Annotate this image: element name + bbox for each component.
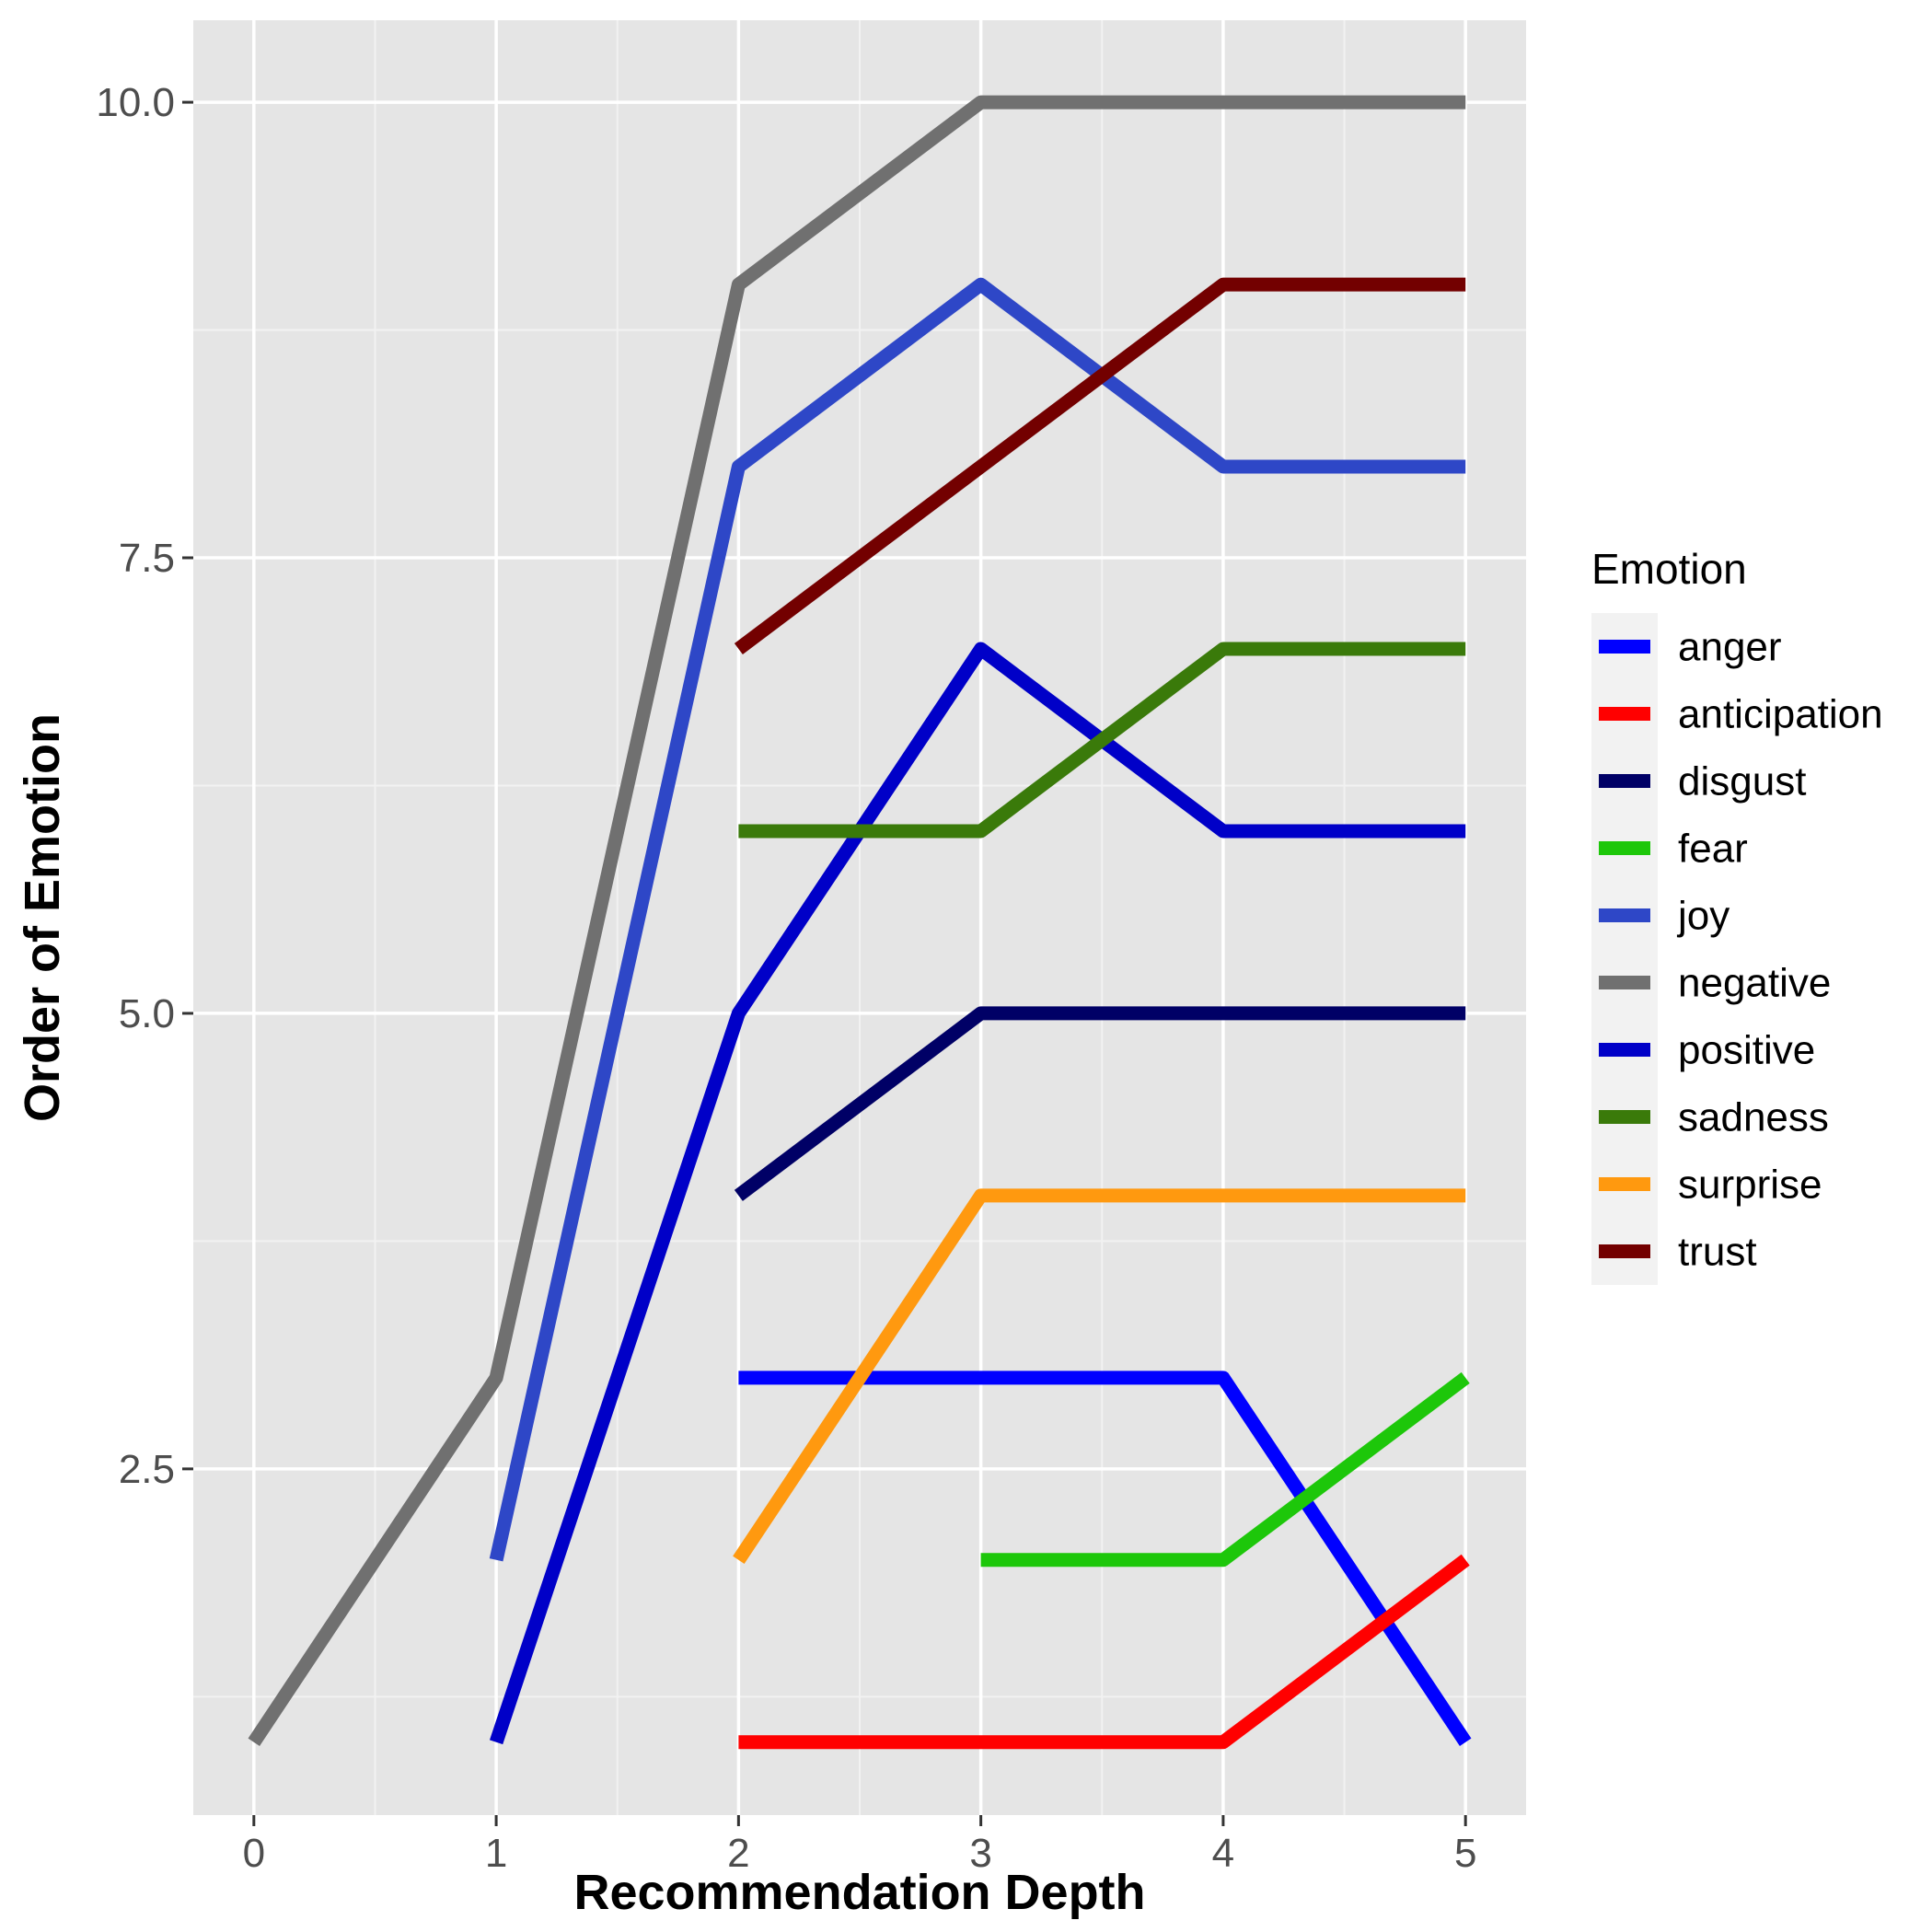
legend-label-anger: anger: [1678, 625, 1782, 670]
legend-label-negative: negative: [1678, 961, 1831, 1006]
legend-label-joy: joy: [1676, 894, 1730, 939]
series-line-trust: [734, 277, 1466, 654]
legend-key-background: [1591, 613, 1658, 1285]
series-line-joy: [489, 277, 1466, 1562]
y-axis: 2.5 5.0 7.5 10.0: [96, 80, 193, 1492]
x-tick-label: 0: [243, 1831, 265, 1876]
x-tick-label: 1: [485, 1831, 507, 1876]
y-tick-label: 7.5: [119, 536, 175, 581]
legend-title: Emotion: [1591, 545, 1747, 593]
legend-label-sadness: sadness: [1678, 1095, 1829, 1140]
minor-gridlines: [193, 20, 1526, 1815]
x-tick-label: 5: [1454, 1831, 1476, 1876]
x-tick-label: 4: [1212, 1831, 1234, 1876]
series-line-sadness: [738, 642, 1466, 839]
series-line-disgust: [734, 1006, 1466, 1201]
x-axis: 0 1 2 3 4 5: [243, 1815, 1476, 1876]
legend-label-surprise: surprise: [1678, 1163, 1822, 1208]
series-line-negative: [248, 95, 1466, 1746]
series-line-fear: [980, 1371, 1470, 1568]
y-axis-title: Order of Emotion: [15, 713, 70, 1122]
y-tick-label: 2.5: [119, 1447, 175, 1492]
series-line-anticipation: [738, 1554, 1470, 1750]
legend-label-trust: trust: [1678, 1230, 1757, 1275]
legend-label-positive: positive: [1678, 1028, 1815, 1073]
series-line-positive: [489, 642, 1466, 1745]
legend-label-disgust: disgust: [1678, 759, 1806, 804]
legend: Emotion anger anticipation disgust fear joy n…: [1591, 545, 1883, 1285]
legend-label-anticipation: anticipation: [1678, 692, 1883, 737]
series-line-surprise: [733, 1188, 1466, 1564]
series-lines: [248, 95, 1472, 1750]
x-tick-label: 2: [727, 1831, 749, 1876]
y-tick-label: 5.0: [119, 991, 175, 1036]
x-tick-label: 3: [969, 1831, 991, 1876]
x-axis-title: Recommendation Depth: [573, 1865, 1145, 1920]
legend-label-fear: fear: [1678, 827, 1748, 872]
y-tick-label: 10.0: [96, 80, 175, 125]
